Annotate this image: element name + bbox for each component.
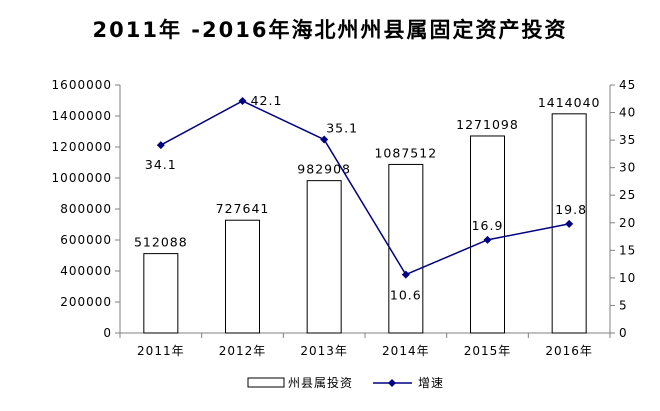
right-tick-label: 45 xyxy=(619,78,636,92)
legend-bar-label: 州县属投资 xyxy=(288,375,353,390)
right-tick-label: 30 xyxy=(619,161,636,175)
growth-data-label: 16.9 xyxy=(472,218,504,233)
bar xyxy=(225,219,260,334)
legend-bar-swatch xyxy=(247,377,285,388)
right-tick-label: 0 xyxy=(619,326,628,340)
bar-data-label: 982908 xyxy=(297,162,351,177)
growth-data-label: 10.6 xyxy=(390,288,422,303)
growth-marker xyxy=(565,219,574,228)
x-tick-label: 2014年 xyxy=(382,344,430,358)
bar xyxy=(388,163,424,334)
growth-line xyxy=(160,100,570,276)
x-tick-label: 2016年 xyxy=(545,344,593,358)
bar-data-label: 512088 xyxy=(134,235,188,250)
right-tick-label: 10 xyxy=(619,271,636,285)
left-tick-label: 400000 xyxy=(60,264,112,278)
growth-marker xyxy=(320,135,329,144)
right-tick-label: 20 xyxy=(619,216,636,230)
growth-data-label: 35.1 xyxy=(326,121,358,136)
growth-marker xyxy=(156,141,165,150)
bar xyxy=(306,180,342,334)
growth-data-label: 34.1 xyxy=(145,157,177,172)
growth-marker xyxy=(483,235,492,244)
bar-data-label: 1414040 xyxy=(538,95,601,110)
growth-marker xyxy=(401,270,410,279)
left-tick-label: 1600000 xyxy=(52,78,112,92)
chart-title: 2011年 -2016年海北州州县属固定资产投资 xyxy=(92,18,568,42)
x-tick-label: 2015年 xyxy=(464,344,512,358)
left-tick-label: 1200000 xyxy=(52,140,112,154)
x-tick-label: 2013年 xyxy=(300,344,348,358)
left-tick-label: 800000 xyxy=(60,202,112,216)
left-tick-label: 1400000 xyxy=(52,109,112,123)
legend-line-label: 增速 xyxy=(418,376,444,390)
bar-data-label: 1087512 xyxy=(374,145,437,160)
right-tick-label: 35 xyxy=(619,133,636,147)
right-tick-label: 15 xyxy=(619,243,636,257)
right-tick-label: 25 xyxy=(619,188,636,202)
bar-data-label: 727641 xyxy=(216,201,270,216)
left-tick-label: 0 xyxy=(103,326,112,340)
left-tick-label: 600000 xyxy=(60,233,112,247)
bar xyxy=(143,253,179,334)
legend-line-marker xyxy=(388,379,396,387)
growth-data-label: 19.8 xyxy=(555,202,587,217)
bar-data-label: 1271098 xyxy=(456,117,519,132)
x-tick-label: 2012年 xyxy=(219,344,267,358)
bar xyxy=(470,135,505,334)
right-tick-label: 5 xyxy=(619,298,628,312)
left-tick-label: 1000000 xyxy=(52,171,112,185)
growth-data-label: 42.1 xyxy=(251,93,283,108)
growth-marker xyxy=(238,96,247,105)
right-tick-label: 40 xyxy=(619,106,636,120)
x-tick-label: 2011年 xyxy=(137,344,185,358)
left-tick-label: 200000 xyxy=(60,295,112,309)
